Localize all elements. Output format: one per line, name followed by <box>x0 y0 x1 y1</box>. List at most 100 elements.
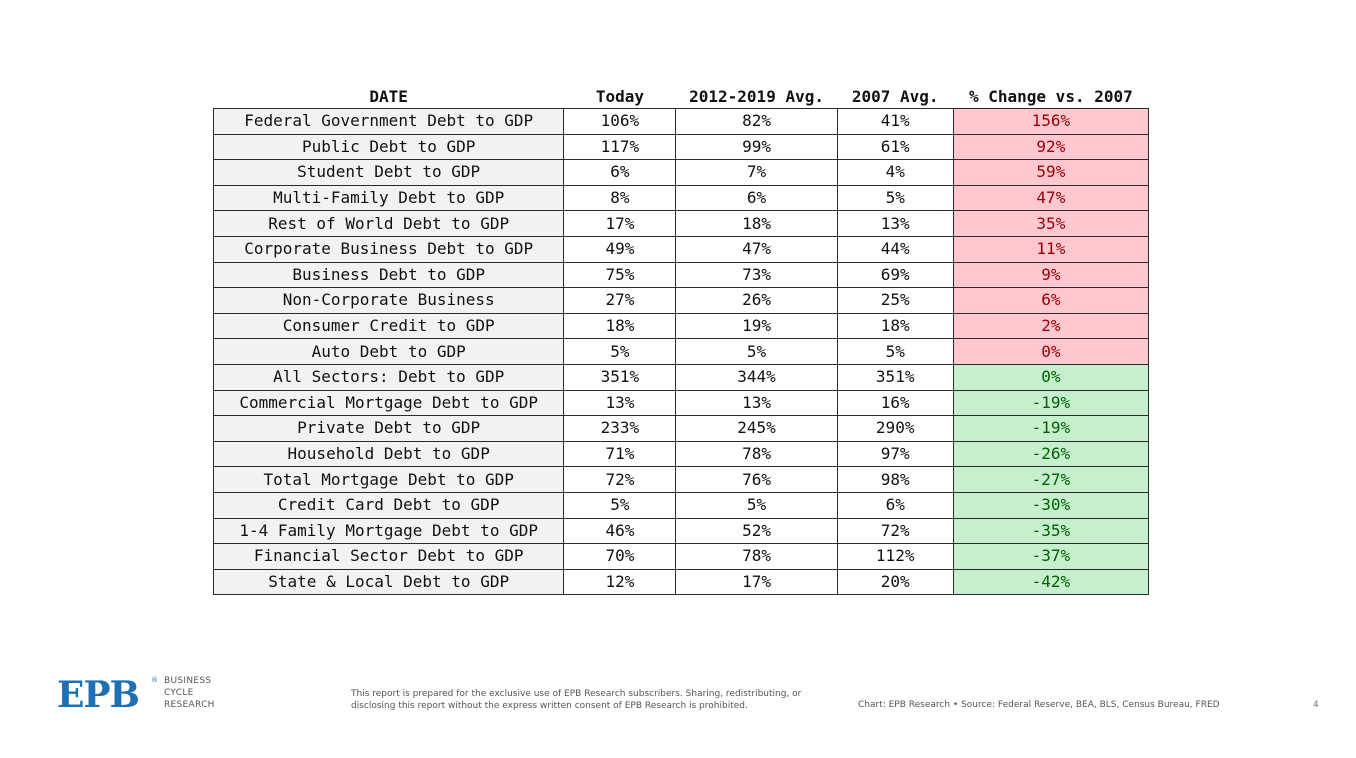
cell-change-vs-2007: 11% <box>952 235 1150 263</box>
table-row: Public Debt to GDP 117% 99% 61% 92% <box>212 133 1150 161</box>
cell-change-vs-2007: -19% <box>952 415 1150 442</box>
cell-2012-2019-avg: 47% <box>675 235 838 263</box>
cell-2012-2019-avg: 245% <box>675 415 838 442</box>
cell-2012-2019-avg: 344% <box>675 363 838 391</box>
cell-2012-2019-avg: 26% <box>675 287 838 314</box>
source-credit: Chart: EPB Research • Source: Federal Re… <box>858 700 1220 710</box>
cell-today: 71% <box>563 440 677 468</box>
cell-today: 13% <box>563 389 677 417</box>
debt-to-gdp-table: DATE Today 2012-2019 Avg. 2007 Avg. % Ch… <box>212 84 1150 596</box>
disclaimer: This report is prepared for the exclusiv… <box>351 688 831 712</box>
cell-today: 72% <box>563 466 677 493</box>
logo-mark: EPB <box>57 674 140 716</box>
table-row: Household Debt to GDP 71% 78% 97% -26% <box>212 440 1150 468</box>
table-row: Total Mortgage Debt to GDP 72% 76% 98% -27% <box>212 466 1150 493</box>
cell-2007-avg: 20% <box>836 568 954 596</box>
cell-2012-2019-avg: 52% <box>675 517 838 545</box>
cell-change-vs-2007: 156% <box>952 108 1150 135</box>
cell-today: 27% <box>563 287 677 314</box>
page-number: 4 <box>1313 700 1319 710</box>
row-label: Credit Card Debt to GDP <box>212 491 565 519</box>
cell-2012-2019-avg: 7% <box>675 159 838 186</box>
row-label: State & Local Debt to GDP <box>212 568 565 596</box>
cell-change-vs-2007: -42% <box>952 568 1150 596</box>
table-row: Rest of World Debt to GDP 17% 18% 13% 35% <box>212 210 1150 237</box>
cell-2007-avg: 25% <box>836 287 954 314</box>
cell-2007-avg: 5% <box>836 338 954 365</box>
row-label: Private Debt to GDP <box>212 415 565 442</box>
cell-2007-avg: 72% <box>836 517 954 545</box>
cell-2007-avg: 61% <box>836 133 954 161</box>
table-row: Multi-Family Debt to GDP 8% 6% 5% 47% <box>212 184 1150 212</box>
table-row: All Sectors: Debt to GDP 351% 344% 351% 0% <box>212 363 1150 391</box>
cell-2012-2019-avg: 78% <box>675 543 838 570</box>
cell-today: 75% <box>563 261 677 289</box>
cell-2012-2019-avg: 99% <box>675 133 838 161</box>
cell-2007-avg: 18% <box>836 312 954 340</box>
cell-today: 351% <box>563 363 677 391</box>
cell-change-vs-2007: -35% <box>952 517 1150 545</box>
logo-text: BUSINESS CYCLE RESEARCH <box>164 675 215 711</box>
cell-today: 8% <box>563 184 677 212</box>
cell-change-vs-2007: 59% <box>952 159 1150 186</box>
cell-2007-avg: 4% <box>836 159 954 186</box>
row-label: Non-Corporate Business <box>212 287 565 314</box>
logo-text-line: RESEARCH <box>164 700 215 710</box>
cell-2012-2019-avg: 13% <box>675 389 838 417</box>
table-row: Non-Corporate Business 27% 26% 25% 6% <box>212 287 1150 314</box>
cell-2012-2019-avg: 73% <box>675 261 838 289</box>
cell-change-vs-2007: -37% <box>952 543 1150 570</box>
table-row: Credit Card Debt to GDP 5% 5% 6% -30% <box>212 491 1150 519</box>
table-row: Business Debt to GDP 75% 73% 69% 9% <box>212 261 1150 289</box>
row-label: Auto Debt to GDP <box>212 338 565 365</box>
cell-2007-avg: 97% <box>836 440 954 468</box>
cell-2007-avg: 351% <box>836 363 954 391</box>
cell-today: 17% <box>563 210 677 237</box>
cell-today: 5% <box>563 491 677 519</box>
row-label: Consumer Credit to GDP <box>212 312 565 340</box>
logo-text-line: BUSINESS <box>164 676 212 686</box>
cell-change-vs-2007: 0% <box>952 363 1150 391</box>
cell-change-vs-2007: -19% <box>952 389 1150 417</box>
header-change-vs-2007: % Change vs. 2007 <box>953 84 1149 109</box>
row-label: Corporate Business Debt to GDP <box>212 235 565 263</box>
table-row: Consumer Credit to GDP 18% 19% 18% 2% <box>212 312 1150 340</box>
cell-today: 117% <box>563 133 677 161</box>
row-label: Business Debt to GDP <box>212 261 565 289</box>
row-label: Multi-Family Debt to GDP <box>212 184 565 212</box>
row-label: All Sectors: Debt to GDP <box>212 363 565 391</box>
cell-2007-avg: 41% <box>836 108 954 135</box>
cell-today: 106% <box>563 108 677 135</box>
cell-2012-2019-avg: 5% <box>675 338 838 365</box>
row-label: Rest of World Debt to GDP <box>212 210 565 237</box>
disclaimer-line: This report is prepared for the exclusiv… <box>351 689 802 699</box>
cell-2012-2019-avg: 17% <box>675 568 838 596</box>
table-row: Financial Sector Debt to GDP 70% 78% 112% -3… <box>212 543 1150 570</box>
cell-2007-avg: 16% <box>836 389 954 417</box>
cell-today: 46% <box>563 517 677 545</box>
cell-change-vs-2007: 2% <box>952 312 1150 340</box>
header-today: Today <box>563 84 676 109</box>
cell-change-vs-2007: -26% <box>952 440 1150 468</box>
cell-change-vs-2007: 9% <box>952 261 1150 289</box>
row-label: 1-4 Family Mortgage Debt to GDP <box>212 517 565 545</box>
table-body: Federal Government Debt to GDP 106% 82% 41%… <box>212 108 1150 596</box>
cell-2012-2019-avg: 6% <box>675 184 838 212</box>
cell-2007-avg: 69% <box>836 261 954 289</box>
cell-today: 18% <box>563 312 677 340</box>
cell-change-vs-2007: -30% <box>952 491 1150 519</box>
cell-2012-2019-avg: 18% <box>675 210 838 237</box>
cell-change-vs-2007: 0% <box>952 338 1150 365</box>
cell-today: 5% <box>563 338 677 365</box>
table-row: Corporate Business Debt to GDP 49% 47% 44% 1… <box>212 235 1150 263</box>
cell-2007-avg: 5% <box>836 184 954 212</box>
table-row: 1-4 Family Mortgage Debt to GDP 46% 52% 72%… <box>212 517 1150 545</box>
cell-today: 6% <box>563 159 677 186</box>
cell-today: 70% <box>563 543 677 570</box>
cell-change-vs-2007: 47% <box>952 184 1150 212</box>
row-label: Total Mortgage Debt to GDP <box>212 466 565 493</box>
logo-registered-mark: ® <box>151 676 158 684</box>
cell-2007-avg: 13% <box>836 210 954 237</box>
cell-change-vs-2007: 92% <box>952 133 1150 161</box>
row-label: Household Debt to GDP <box>212 440 565 468</box>
